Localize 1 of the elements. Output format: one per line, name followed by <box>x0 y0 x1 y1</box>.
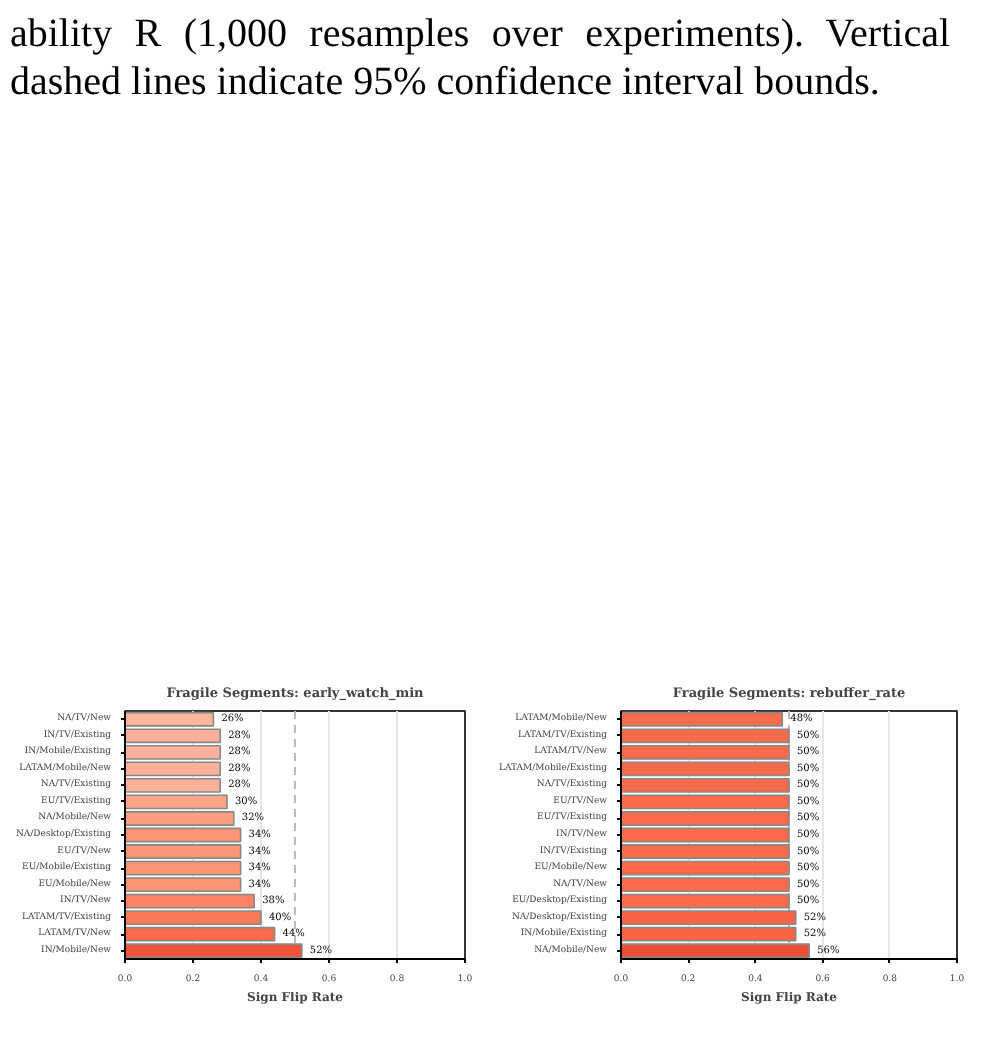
text: ability R (1,000 resamples over experiments). Vertical dashed lines indicate 95% confidence interval bounds. <box>10 10 950 106</box>
